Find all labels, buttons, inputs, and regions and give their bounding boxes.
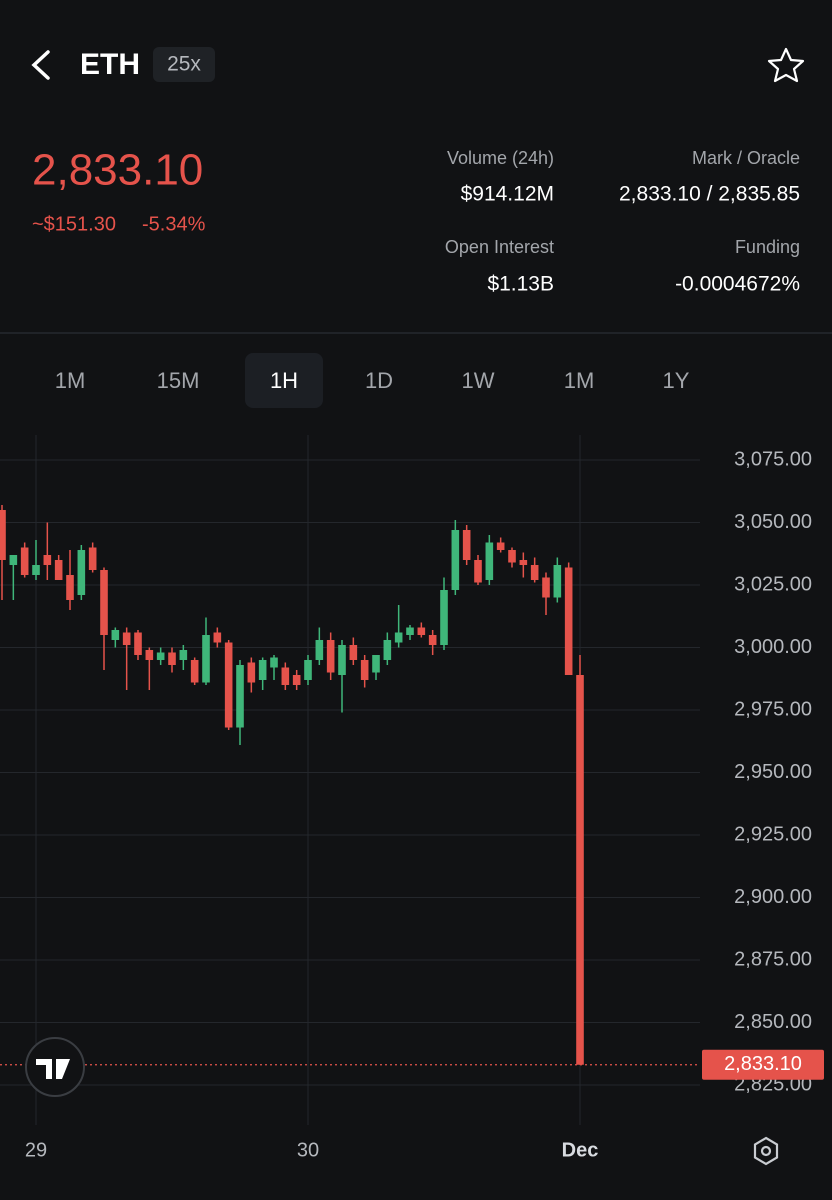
candle-body — [360, 660, 369, 680]
candle-body — [111, 630, 120, 640]
favorite-star[interactable] — [767, 47, 805, 83]
candle-body — [202, 635, 210, 683]
back-button[interactable] — [31, 50, 50, 80]
price: 2,833.10 — [32, 146, 203, 195]
tradingview-logo[interactable] — [25, 1037, 85, 1097]
timeframe-tabs: 1M 15M 1H 1D 1W 1M 1Y — [55, 353, 690, 408]
candle-body — [542, 577, 550, 598]
y-tick-label: 2,875.00 — [734, 948, 812, 970]
change-pct: -5.34% — [142, 213, 206, 235]
y-tick-label: 3,000.00 — [734, 636, 812, 658]
candle-body — [394, 632, 403, 643]
candle-body — [576, 675, 584, 1065]
candle-body — [440, 590, 448, 645]
candle-body — [519, 560, 528, 565]
last-price-label: 2,833.10 — [724, 1053, 802, 1075]
tradingview-mark — [36, 1059, 70, 1079]
tab[interactable]: 1Y — [663, 368, 690, 393]
candle-body — [213, 632, 222, 643]
settings-button[interactable] — [753, 1136, 779, 1166]
symbol: ETH — [80, 48, 140, 81]
candle-body — [20, 547, 29, 575]
candle-body — [54, 560, 63, 580]
candle-body — [485, 542, 494, 580]
x-tick-label: 29 — [25, 1139, 47, 1161]
candle-body — [258, 660, 267, 680]
x-tick-label: 30 — [297, 1139, 319, 1161]
candle-body — [236, 665, 244, 728]
leverage: 25x — [167, 53, 201, 76]
tab-active-bg — [245, 353, 323, 408]
stat-label: Volume (24h) — [447, 148, 554, 168]
tab[interactable]: 1H — [270, 368, 298, 393]
candle-body — [292, 675, 301, 685]
y-tick-label: 2,950.00 — [734, 761, 812, 783]
candle-body — [428, 635, 437, 645]
candle-body — [349, 645, 358, 660]
candle-body — [134, 632, 142, 655]
candle-body — [156, 652, 165, 660]
chart: 2,825.002,850.002,875.002,900.002,925.00… — [0, 435, 824, 1161]
y-tick-label: 2,975.00 — [734, 698, 812, 720]
y-tick-label: 3,075.00 — [734, 448, 812, 470]
x-tick-label: Dec — [562, 1139, 599, 1161]
candle-body — [43, 555, 52, 565]
candle-body — [224, 642, 233, 728]
candle-body — [338, 645, 346, 675]
last-price-box — [702, 1049, 824, 1080]
tab[interactable]: 1M — [564, 368, 595, 393]
tab[interactable]: 1D — [365, 368, 393, 393]
candle-body — [9, 555, 18, 565]
candle-body — [32, 565, 40, 575]
tab[interactable]: 1W — [462, 368, 495, 393]
y-tick-label: 3,050.00 — [734, 511, 812, 533]
candle-body — [100, 570, 108, 635]
stat-label: Funding — [735, 237, 800, 257]
candle-body — [508, 550, 516, 563]
candle-body — [451, 530, 460, 590]
candle-body — [383, 640, 392, 660]
stat-value: $914.12M — [461, 183, 554, 206]
candle-body — [122, 632, 131, 645]
stat-value: -0.0004672% — [675, 273, 800, 296]
leverage-badge — [153, 47, 215, 82]
candle-body — [474, 560, 482, 583]
candle-body — [247, 662, 256, 683]
candle-body — [462, 530, 471, 560]
candle-body — [270, 657, 278, 668]
candle-body — [77, 550, 86, 595]
candle-body — [145, 650, 154, 660]
candle-body — [304, 660, 312, 680]
settings-icon-center — [760, 1145, 772, 1157]
candle-body — [417, 627, 426, 635]
tab[interactable]: 15M — [157, 368, 200, 393]
candle-body — [553, 565, 562, 598]
candle-body — [281, 667, 290, 685]
candle-body — [168, 652, 176, 665]
candle-body — [564, 567, 573, 675]
candle-body — [190, 660, 199, 683]
candle-body — [530, 565, 539, 580]
y-tick-label: 2,900.00 — [734, 886, 812, 908]
candle-body — [0, 510, 6, 560]
candle-body — [326, 640, 335, 673]
stat-value: 2,833.10 / 2,835.85 — [619, 183, 800, 206]
candle-body — [179, 650, 188, 660]
stat-label: Open Interest — [445, 237, 554, 257]
candle-body — [496, 542, 505, 550]
stat-label: Mark / Oracle — [692, 148, 800, 168]
candle-body — [315, 640, 324, 660]
candle-body — [406, 627, 414, 635]
candle-body — [372, 655, 380, 673]
stat-value: $1.13B — [487, 273, 554, 296]
tab[interactable]: 1M — [55, 368, 86, 393]
y-tick-label: 3,025.00 — [734, 573, 812, 595]
candle-body — [88, 547, 97, 570]
change-abs: ~$151.30 — [32, 213, 116, 235]
candle-body — [66, 575, 74, 600]
y-tick-label: 2,850.00 — [734, 1011, 812, 1033]
y-tick-label: 2,925.00 — [734, 823, 812, 845]
